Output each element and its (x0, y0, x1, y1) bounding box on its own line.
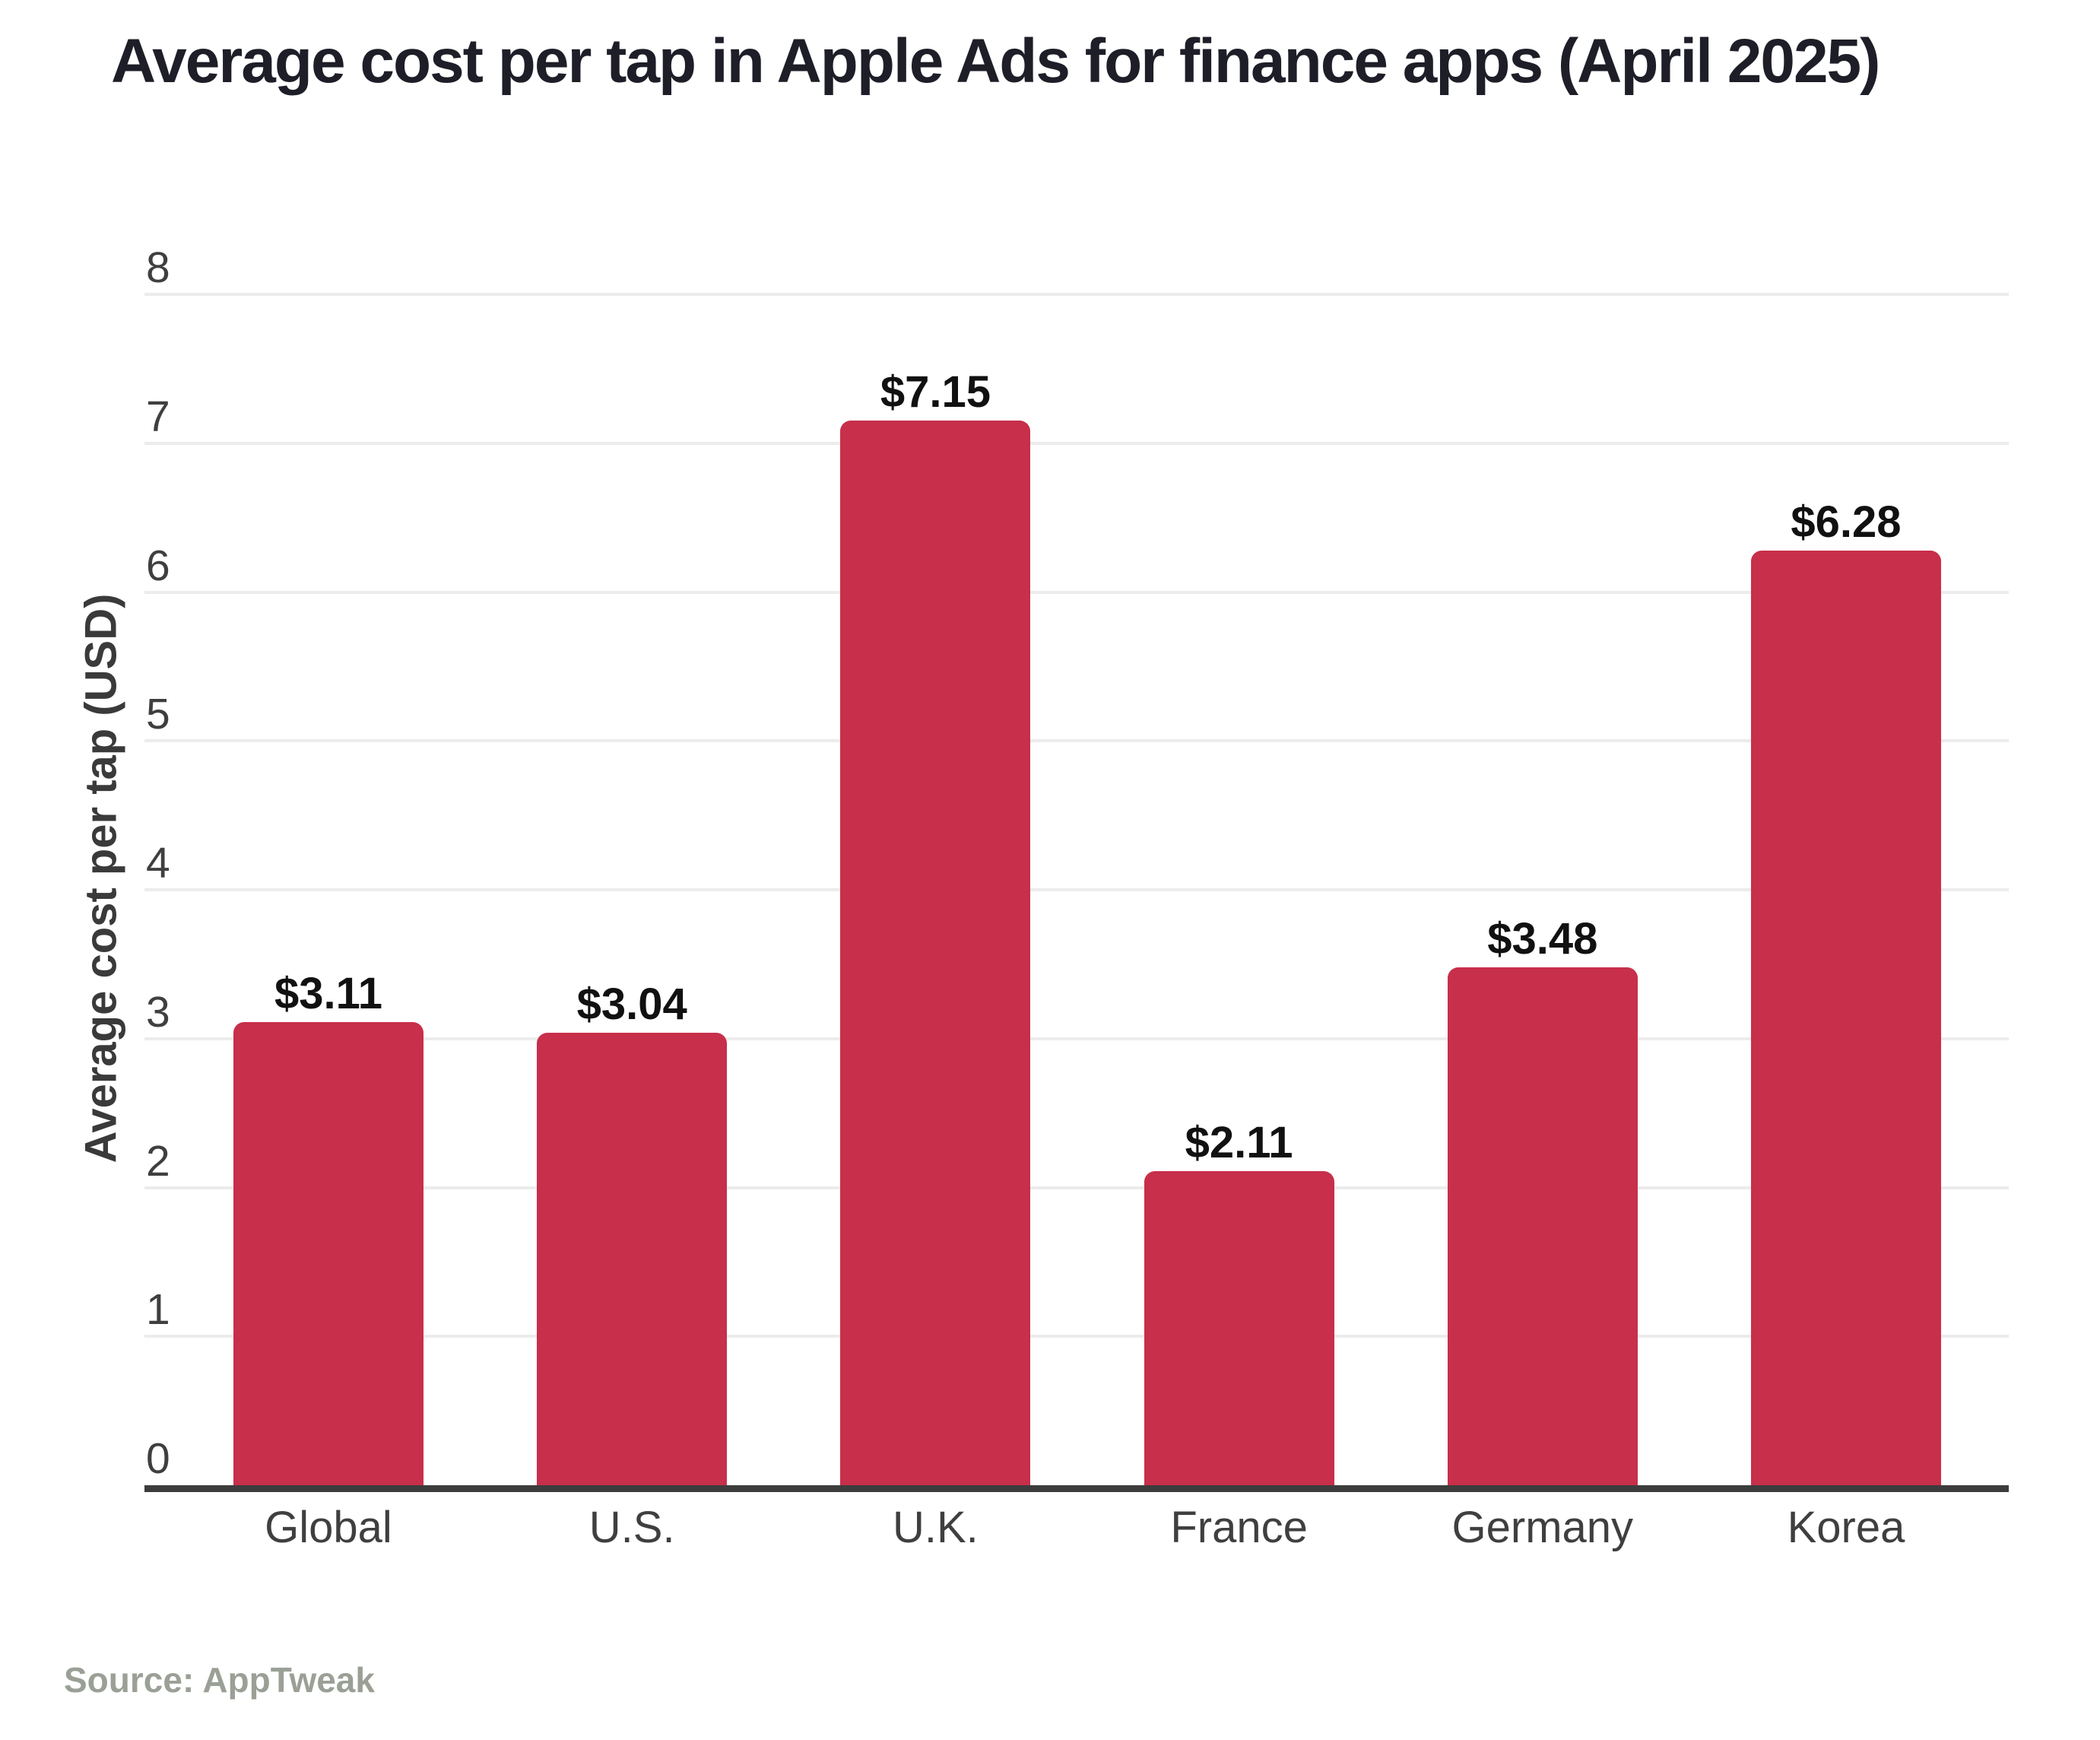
y-tick-label-3: 3 (146, 987, 170, 1037)
bar-france (1144, 1170, 1334, 1485)
bar-germany (1447, 967, 1638, 1485)
x-tick-label-us: U.S. (588, 1503, 675, 1552)
gridline-6 (144, 590, 2009, 594)
value-label-uk: $7.15 (880, 367, 991, 418)
bar-korea (1751, 550, 1941, 1485)
y-tick-label-1: 1 (146, 1285, 170, 1335)
value-label-global: $3.11 (274, 969, 382, 1019)
value-label-germany: $3.48 (1487, 913, 1598, 964)
x-tick-label-germany: Germany (1451, 1503, 1634, 1552)
y-tick-label-2: 2 (146, 1136, 170, 1186)
x-tick-label-korea: Korea (1787, 1503, 1905, 1552)
chart-title: Average cost per tap in Apple Ads for fi… (111, 27, 1880, 96)
y-axis-title: Average cost per tap (USD) (76, 593, 126, 1164)
gridline-7 (144, 441, 2009, 445)
bar-us (537, 1032, 728, 1485)
y-tick-label-4: 4 (146, 839, 170, 887)
gridline-1 (144, 1335, 2009, 1338)
y-tick-label-8: 8 (146, 243, 170, 292)
value-label-france: $2.11 (1185, 1117, 1293, 1167)
source-note: Source: AppTweak (64, 1660, 375, 1700)
gridline-2 (144, 1186, 2009, 1189)
x-tick-label-france: France (1170, 1503, 1308, 1552)
gridline-5 (144, 739, 2009, 743)
x-tick-label-uk: U.K. (892, 1503, 979, 1552)
x-tick-label-global: Global (265, 1503, 392, 1552)
gridline-3 (144, 1037, 2009, 1040)
bar-global (233, 1022, 423, 1485)
bar-uk (840, 421, 1031, 1485)
y-tick-label-6: 6 (146, 541, 170, 590)
x-axis-line (144, 1485, 2009, 1492)
y-tick-label-0: 0 (146, 1434, 170, 1483)
y-tick-label-7: 7 (146, 392, 170, 441)
value-label-korea: $6.28 (1791, 497, 1902, 547)
value-label-us: $3.04 (576, 979, 687, 1029)
gridline-8 (144, 293, 2009, 296)
y-tick-label-5: 5 (146, 690, 170, 739)
gridline-4 (144, 888, 2009, 891)
